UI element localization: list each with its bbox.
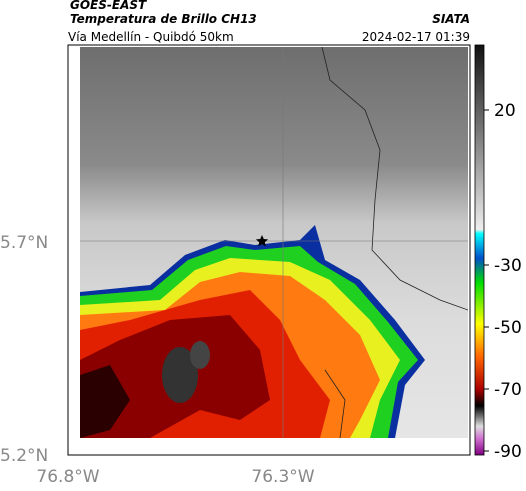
product: Temperatura de Brillo CH13	[70, 12, 257, 26]
colorbar-label: 20	[494, 101, 516, 121]
subtitle: Vía Medellín - Quibdó 50km	[68, 30, 234, 44]
colorbar-label: -30	[494, 256, 522, 276]
colorbar-label: -90	[494, 442, 522, 462]
lon-label: 76.3°W	[251, 467, 314, 487]
colorbar-label: -50	[494, 318, 522, 338]
colorbar-label: -70	[494, 380, 522, 400]
lat-label: 5.7°N	[0, 233, 48, 253]
lon-label: 76.8°W	[36, 467, 99, 487]
satellite-image	[80, 47, 468, 438]
lat-label: 5.2°N	[0, 446, 48, 466]
agency: SIATA	[432, 12, 470, 26]
colorbar	[474, 44, 485, 456]
satellite: GOES-EAST	[70, 0, 147, 12]
location-star	[255, 235, 269, 247]
timestamp: 2024-02-17 01:39	[362, 30, 470, 44]
